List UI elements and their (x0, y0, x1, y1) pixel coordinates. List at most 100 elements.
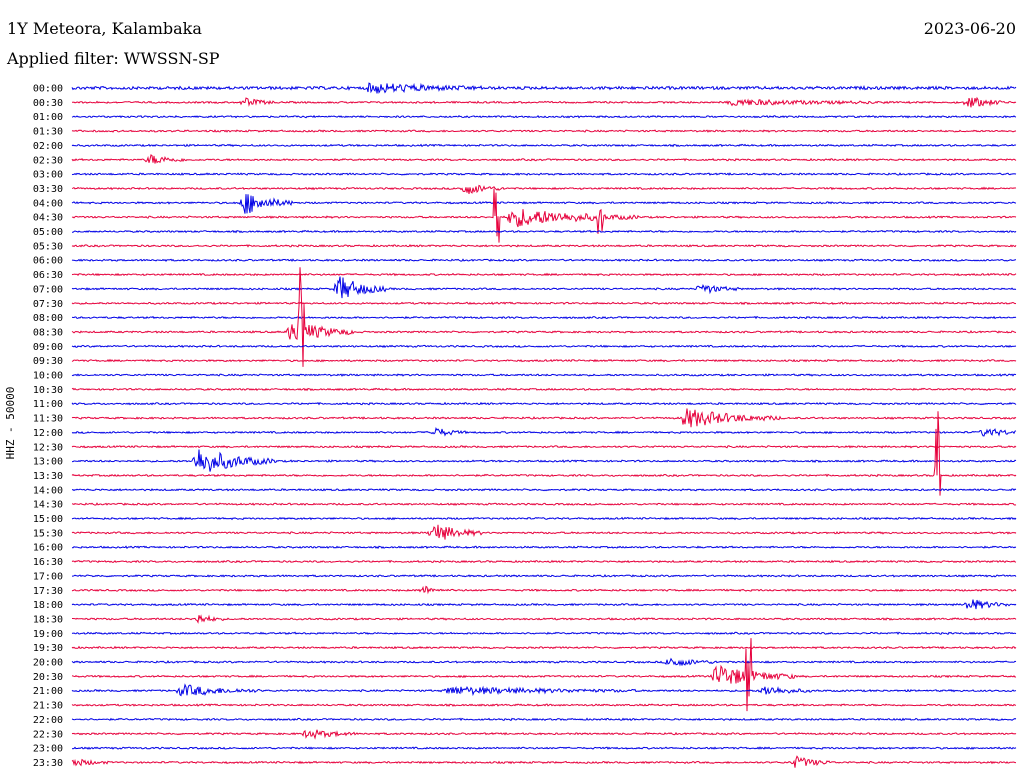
trace-tick-label: 01:00 (33, 112, 63, 123)
trace-tick-label: 14:00 (33, 485, 63, 496)
seismogram-trace (72, 449, 1017, 472)
trace-tick-label: 03:00 (33, 170, 63, 181)
seismogram-trace (71, 488, 1017, 492)
seismogram-trace (71, 358, 1017, 363)
trace-tick-label: 15:00 (33, 514, 63, 525)
trace-tick-label: 02:30 (33, 155, 63, 166)
seismogram-trace (71, 755, 1016, 768)
trace-tick-label: 12:00 (33, 428, 63, 439)
trace-tick-label: 07:00 (33, 284, 63, 295)
seismogram-trace (71, 717, 1017, 722)
trace-tick-label: 17:30 (33, 586, 63, 597)
seismogram-trace (71, 344, 1017, 349)
seismogram-trace (71, 746, 1017, 750)
seismogram-trace (71, 188, 1017, 243)
seismogram-trace (71, 172, 1017, 176)
trace-tick-label: 23:30 (33, 758, 63, 769)
trace-tick-label: 11:30 (33, 414, 63, 425)
seismogram-trace (71, 683, 1017, 697)
seismogram-trace (72, 315, 1017, 320)
seismogram-trace (71, 585, 1017, 595)
seismogram-trace (71, 184, 1017, 194)
trace-tick-label: 02:00 (33, 141, 63, 152)
seismogram-trace (71, 387, 1017, 392)
seismogram-trace (71, 559, 1017, 564)
seismogram-trace (71, 276, 1017, 299)
seismogram-trace (71, 114, 1017, 119)
trace-tick-label: 13:00 (33, 457, 63, 468)
trace-tick-label: 16:30 (33, 557, 63, 568)
trace-tick-label: 03:30 (33, 184, 63, 195)
trace-tick-label: 18:30 (33, 614, 63, 625)
trace-tick-label: 16:00 (33, 543, 63, 554)
trace-tick-label: 10:00 (33, 371, 63, 382)
trace-tick-label: 10:30 (33, 385, 63, 396)
seismogram-trace (71, 129, 1017, 133)
seismogram-trace (71, 408, 1017, 428)
seismogram-trace (72, 574, 1017, 578)
seismogram-trace (71, 194, 1017, 214)
trace-tick-label: 21:00 (33, 686, 63, 697)
trace-tick-label: 00:30 (33, 98, 63, 109)
seismogram-trace (71, 82, 1017, 94)
seismogram-trace (71, 631, 1017, 635)
trace-tick-label: 06:30 (33, 270, 63, 281)
seismogram-trace (71, 729, 1017, 740)
trace-tick-label: 01:30 (33, 127, 63, 138)
seismogram-trace (72, 229, 1017, 234)
trace-tick-label: 19:00 (33, 629, 63, 640)
seismogram-trace (71, 502, 1017, 506)
seismogram-trace (71, 243, 1017, 248)
seismogram-trace (72, 614, 1017, 624)
seismogram-trace (71, 638, 1017, 712)
trace-tick-label: 06:00 (33, 256, 63, 267)
seismogram-trace (71, 272, 1017, 277)
seismogram-trace (71, 599, 1017, 610)
filter-label: Applied filter: WWSSN-SP (7, 49, 220, 68)
trace-tick-label: 20:00 (33, 658, 63, 669)
trace-tick-label: 22:00 (33, 715, 63, 726)
trace-tick-label: 04:30 (33, 213, 63, 224)
seismogram-trace (71, 411, 1017, 496)
trace-tick-label: 21:30 (33, 701, 63, 712)
seismogram-trace (71, 301, 1017, 306)
trace-tick-label: 09:30 (33, 356, 63, 367)
trace-tick-label: 00:00 (33, 84, 63, 95)
seismogram-trace (71, 645, 1017, 650)
seismogram-trace (71, 258, 1017, 262)
seismogram-trace (71, 657, 1017, 667)
trace-tick-label: 13:30 (33, 471, 63, 482)
trace-tick-label: 05:30 (33, 241, 63, 252)
seismogram-trace (71, 154, 1017, 164)
trace-tick-label: 15:30 (33, 528, 63, 539)
seismogram-trace (71, 96, 1017, 108)
seismogram-trace (71, 545, 1017, 550)
seismogram-trace (71, 143, 1017, 148)
trace-tick-label: 17:00 (33, 571, 63, 582)
date-label: 2023-06-20 (923, 19, 1016, 38)
trace-tick-label: 07:30 (33, 299, 63, 310)
trace-tick-label: 09:00 (33, 342, 63, 353)
seismogram-trace (71, 703, 1017, 707)
seismogram-trace (71, 516, 1017, 521)
trace-tick-label: 11:00 (33, 399, 63, 410)
seismogram-trace (71, 267, 1017, 367)
trace-tick-label: 22:30 (33, 729, 63, 740)
trace-tick-label: 19:30 (33, 643, 63, 654)
trace-tick-label: 08:30 (33, 327, 63, 338)
seismogram-trace (71, 427, 1017, 437)
trace-tick-label: 20:30 (33, 672, 63, 683)
trace-tick-label: 08:00 (33, 313, 63, 324)
seismogram-trace (71, 401, 1017, 406)
trace-tick-label: 04:00 (33, 198, 63, 209)
trace-tick-label: 18:00 (33, 600, 63, 611)
seismogram-trace (71, 524, 1017, 540)
trace-tick-label: 23:00 (33, 744, 63, 755)
station-title: 1Y Meteora, Kalambaka (7, 19, 202, 38)
trace-tick-label: 05:00 (33, 227, 63, 238)
seismogram-trace (71, 373, 1017, 377)
trace-tick-label: 12:30 (33, 442, 63, 453)
seismogram-trace (71, 444, 1017, 449)
trace-tick-label: 14:30 (33, 500, 63, 511)
